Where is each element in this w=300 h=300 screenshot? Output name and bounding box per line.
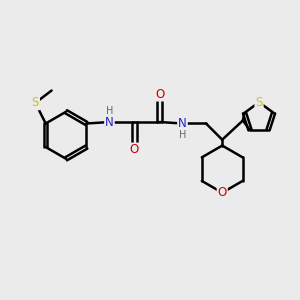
Text: N: N <box>178 117 187 130</box>
Text: S: S <box>255 96 263 109</box>
Text: N: N <box>105 116 114 128</box>
Text: O: O <box>155 88 164 100</box>
Text: O: O <box>218 186 227 199</box>
Text: S: S <box>32 96 39 110</box>
Text: H: H <box>179 130 186 140</box>
Text: O: O <box>130 143 139 157</box>
Text: H: H <box>106 106 113 116</box>
